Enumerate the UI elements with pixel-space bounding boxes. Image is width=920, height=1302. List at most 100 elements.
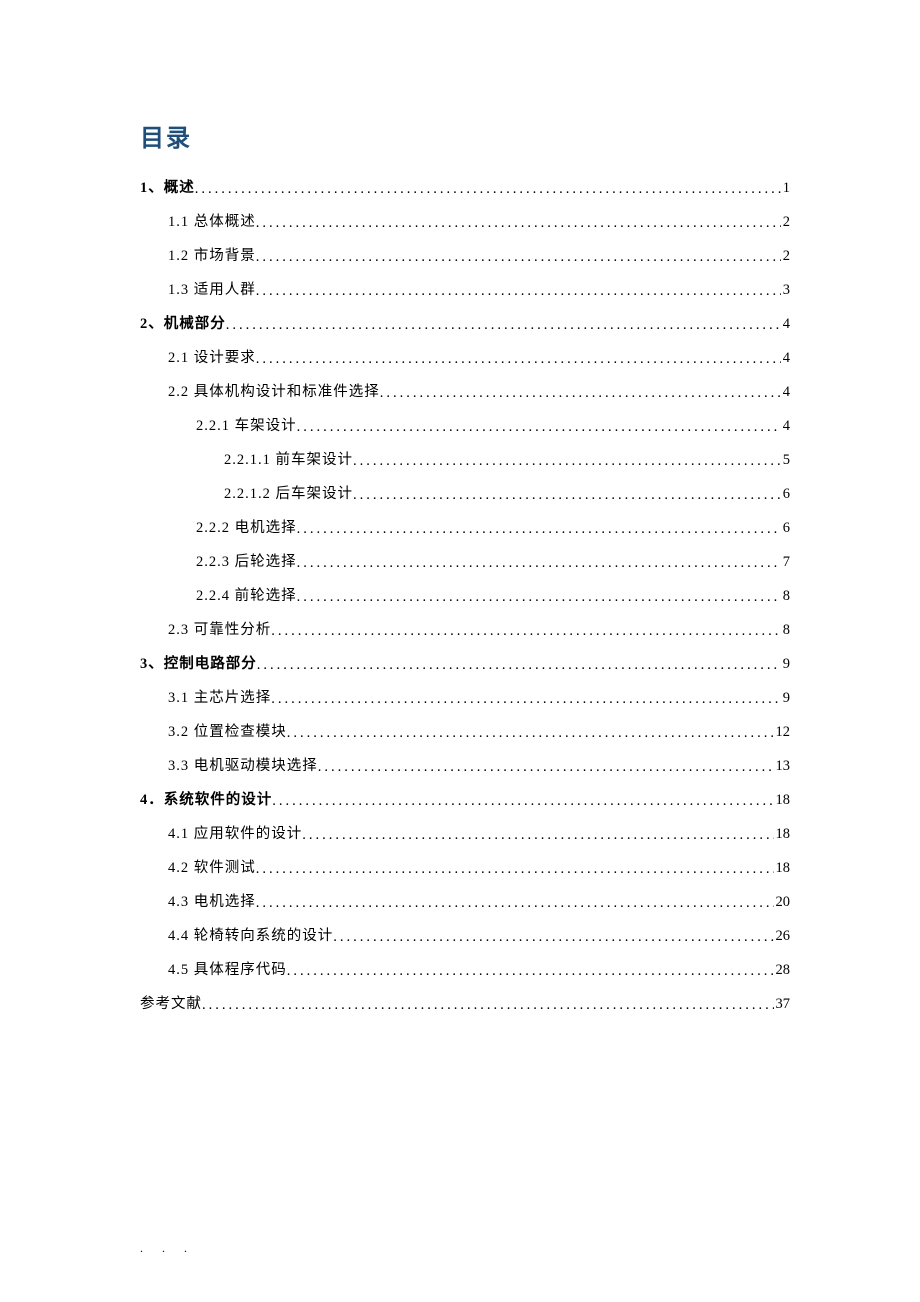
toc-entry-page: 18 xyxy=(776,793,791,808)
toc-leader xyxy=(256,862,774,877)
toc-entry-page: 6 xyxy=(783,487,790,502)
toc-leader xyxy=(287,726,774,741)
toc-entry-title: 2.2.3 后轮选择 xyxy=(196,555,297,570)
toc-entry-title: 1.1 总体概述 xyxy=(168,215,256,230)
toc-entry[interactable]: 2.2.1 车架设计 4 xyxy=(140,419,790,434)
toc-leader xyxy=(256,250,781,265)
toc-entry-page: 2 xyxy=(783,249,790,264)
toc-entry-title: 3、控制电路部分 xyxy=(140,657,257,672)
toc-list: 1、概述11.1 总体概述21.2 市场背景21.3 适用人群32、机械部分42… xyxy=(140,181,790,1012)
toc-leader xyxy=(256,284,781,299)
toc-entry[interactable]: 4.4 轮椅转向系统的设计 26 xyxy=(140,929,790,944)
toc-leader xyxy=(353,454,781,469)
toc-entry-page: 18 xyxy=(776,827,791,842)
toc-leader xyxy=(195,182,781,197)
toc-leader xyxy=(202,998,774,1013)
toc-title: 目录 xyxy=(140,118,790,153)
toc-leader xyxy=(271,624,781,639)
toc-leader xyxy=(256,352,781,367)
toc-entry[interactable]: 3、控制电路部分 9 xyxy=(140,657,790,672)
toc-leader xyxy=(272,794,773,809)
toc-entry-title: 2.2.2 电机选择 xyxy=(196,521,297,536)
toc-entry[interactable]: 2.2.3 后轮选择 7 xyxy=(140,555,790,570)
toc-leader xyxy=(257,658,781,673)
toc-leader xyxy=(297,590,781,605)
toc-entry[interactable]: 2.2.2 电机选择 6 xyxy=(140,521,790,536)
toc-entry-page: 26 xyxy=(776,929,791,944)
toc-leader xyxy=(271,692,781,707)
toc-entry[interactable]: 3.1 主芯片选择 9 xyxy=(140,691,790,706)
toc-leader xyxy=(297,522,781,537)
toc-leader xyxy=(318,760,774,775)
toc-entry[interactable]: 4.1 应用软件的设计 18 xyxy=(140,827,790,842)
toc-entry[interactable]: 4.3 电机选择 20 xyxy=(140,895,790,910)
toc-leader xyxy=(353,488,781,503)
toc-entry[interactable]: 2.2.1.2 后车架设计 6 xyxy=(140,487,790,502)
toc-entry[interactable]: 3.2 位置检查模块 12 xyxy=(140,725,790,740)
toc-entry[interactable]: 2、机械部分 4 xyxy=(140,317,790,332)
toc-entry-page: 12 xyxy=(776,725,791,740)
toc-entry-page: 13 xyxy=(776,759,791,774)
toc-leader xyxy=(226,318,781,333)
toc-entry-title: 参考文献 xyxy=(140,997,202,1012)
toc-entry-page: 4 xyxy=(783,317,790,332)
toc-entry-page: 7 xyxy=(783,555,790,570)
toc-entry-page: 18 xyxy=(776,861,791,876)
toc-entry[interactable]: 4.5 具体程序代码 28 xyxy=(140,963,790,978)
toc-entry-page: 9 xyxy=(783,657,790,672)
toc-entry-title: 2.2.1.2 后车架设计 xyxy=(224,487,353,502)
page-footer: . . . xyxy=(140,1241,195,1256)
toc-entry-page: 3 xyxy=(783,283,790,298)
toc-entry-title: 3.1 主芯片选择 xyxy=(168,691,271,706)
toc-entry[interactable]: 1、概述 1 xyxy=(140,181,790,196)
toc-entry-title: 4.3 电机选择 xyxy=(168,895,256,910)
toc-entry-title: 2、机械部分 xyxy=(140,317,226,332)
toc-leader xyxy=(333,930,773,945)
toc-entry-page: 8 xyxy=(783,623,790,638)
toc-entry-title: 1.2 市场背景 xyxy=(168,249,256,264)
toc-entry-title: 4.4 轮椅转向系统的设计 xyxy=(168,929,333,944)
toc-entry-page: 37 xyxy=(776,997,791,1012)
toc-entry[interactable]: 1.3 适用人群 3 xyxy=(140,283,790,298)
toc-entry-title: 2.2 具体机构设计和标准件选择 xyxy=(168,385,380,400)
toc-entry-page: 8 xyxy=(783,589,790,604)
toc-entry[interactable]: 2.1 设计要求 4 xyxy=(140,351,790,366)
toc-entry-title: 1.3 适用人群 xyxy=(168,283,256,298)
toc-leader xyxy=(256,216,781,231)
toc-leader xyxy=(380,386,781,401)
toc-entry-page: 4 xyxy=(783,385,790,400)
toc-entry-title: 1、概述 xyxy=(140,181,195,196)
toc-entry[interactable]: 4.2 软件测试 18 xyxy=(140,861,790,876)
toc-entry[interactable]: 4．系统软件的设计 18 xyxy=(140,793,790,808)
toc-entry-page: 1 xyxy=(783,181,790,196)
toc-entry[interactable]: 2.2.1.1 前车架设计 5 xyxy=(140,453,790,468)
toc-entry-title: 4.2 软件测试 xyxy=(168,861,256,876)
toc-entry[interactable]: 2.2 具体机构设计和标准件选择 4 xyxy=(140,385,790,400)
toc-entry-title: 3.3 电机驱动模块选择 xyxy=(168,759,318,774)
toc-entry-title: 2.1 设计要求 xyxy=(168,351,256,366)
toc-entry-page: 4 xyxy=(783,351,790,366)
toc-entry-page: 28 xyxy=(776,963,791,978)
toc-leader xyxy=(302,828,773,843)
toc-entry-title: 2.2.4 前轮选择 xyxy=(196,589,297,604)
toc-entry[interactable]: 1.2 市场背景 2 xyxy=(140,249,790,264)
toc-entry-page: 9 xyxy=(783,691,790,706)
toc-entry-title: 2.2.1.1 前车架设计 xyxy=(224,453,353,468)
toc-entry[interactable]: 1.1 总体概述 2 xyxy=(140,215,790,230)
toc-entry-page: 20 xyxy=(776,895,791,910)
toc-entry-page: 4 xyxy=(783,419,790,434)
toc-entry-title: 4.1 应用软件的设计 xyxy=(168,827,302,842)
toc-entry-title: 3.2 位置检查模块 xyxy=(168,725,287,740)
toc-entry[interactable]: 2.3 可靠性分析8 xyxy=(140,623,790,638)
toc-entry-title: 4.5 具体程序代码 xyxy=(168,963,287,978)
toc-entry-title: 2.2.1 车架设计 xyxy=(196,419,297,434)
toc-leader xyxy=(256,896,774,911)
toc-entry-page: 5 xyxy=(783,453,790,468)
toc-entry[interactable]: 3.3 电机驱动模块选择 13 xyxy=(140,759,790,774)
toc-entry[interactable]: 参考文献 37 xyxy=(140,997,790,1012)
toc-entry[interactable]: 2.2.4 前轮选择 8 xyxy=(140,589,790,604)
toc-entry-title: 4．系统软件的设计 xyxy=(140,793,272,808)
toc-entry-page: 2 xyxy=(783,215,790,230)
toc-leader xyxy=(297,420,781,435)
toc-leader xyxy=(287,964,774,979)
